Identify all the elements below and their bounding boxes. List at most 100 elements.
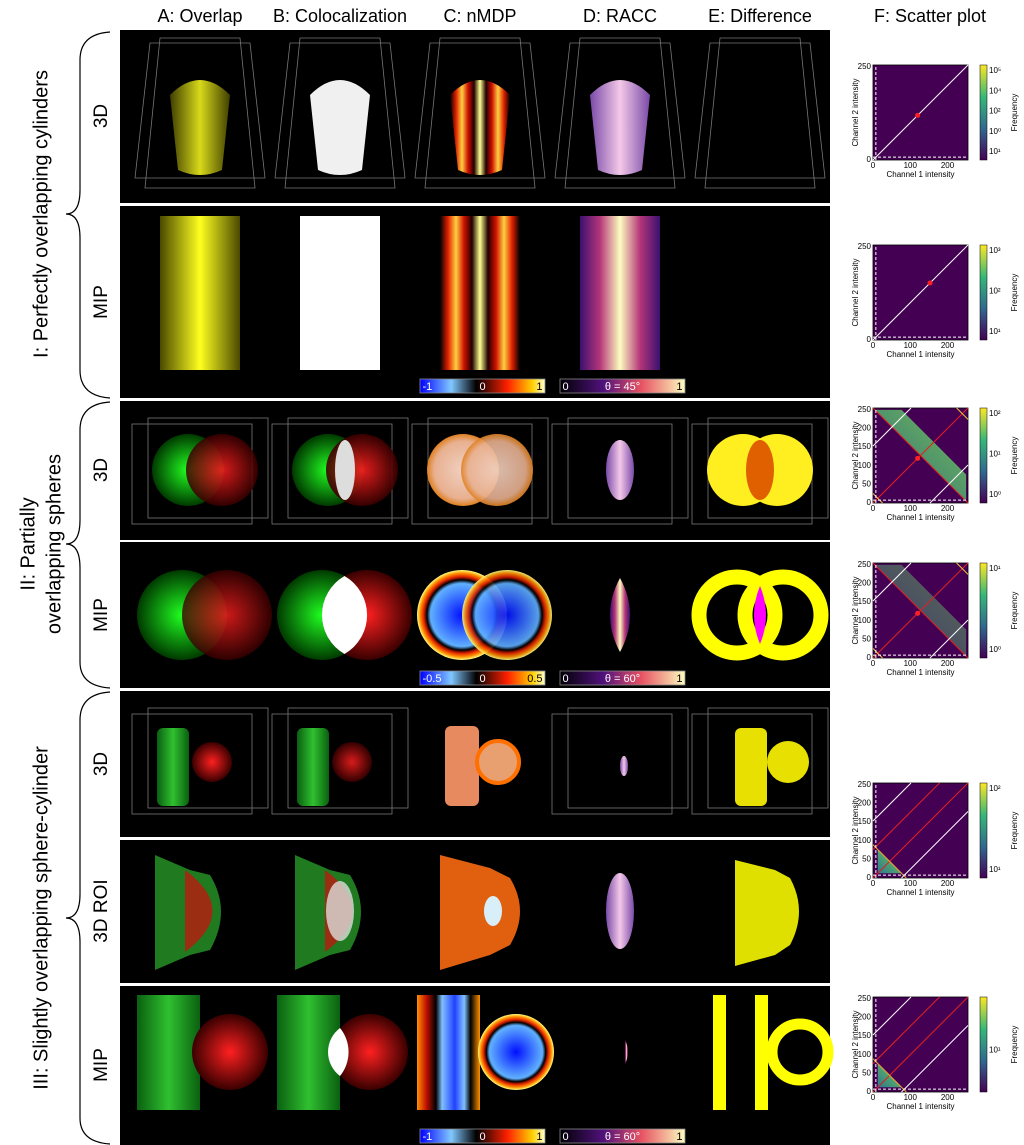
colorbar-label: 1: [676, 673, 682, 685]
section-label: II: Partially: [17, 497, 39, 590]
sphere: [192, 1014, 268, 1090]
y-tick-label: 150: [858, 817, 872, 826]
guide-line: [872, 782, 940, 850]
x-axis-label: Channel 1 intensity: [886, 170, 954, 179]
y-tick-label: 200: [858, 1013, 872, 1022]
y-tick-label: 250: [858, 560, 872, 569]
guide-line: [872, 493, 883, 504]
scatter-plot: 0 100 200 0 250 Channel 1 intensity Channel 2 …: [851, 62, 1019, 179]
colorbar-label: 1: [676, 381, 682, 393]
row-label: MIP: [91, 598, 112, 632]
lens: [610, 578, 630, 652]
row-label: MIP: [91, 285, 112, 319]
scatter-plot: 0 100 200 0 50 100 150 200 250 Channel 1 intensit…: [851, 780, 1019, 897]
x-tick-label: 200: [941, 341, 955, 350]
brace: [65, 31, 111, 399]
cylinder: [310, 80, 370, 175]
projection: [580, 216, 660, 370]
y-tick-label: 100: [858, 1050, 872, 1059]
y-tick-label: 250: [858, 242, 872, 251]
x-tick-label: 100: [904, 504, 918, 513]
colorbar-tick-label: 10¹: [989, 327, 1001, 336]
colorbar: [419, 670, 546, 686]
row-label: 3D: [91, 104, 112, 128]
y-tick-label: 200: [858, 799, 872, 808]
scatter-plot: 0 100 200 0 50 100 150 200 250 Channel 1 intensit…: [851, 560, 1019, 677]
colorbar-label: Frequency: [1010, 94, 1019, 132]
colorbar-tick-label: 10⁰: [989, 645, 1001, 654]
cylinder: [450, 80, 510, 175]
guide-line: [872, 562, 969, 659]
x-tick-label: 200: [941, 504, 955, 513]
x-tick-label: 100: [904, 1093, 918, 1102]
colorbar-label: -1: [423, 381, 433, 393]
projection: [713, 995, 726, 1110]
x-tick-label: 0: [871, 161, 876, 170]
y-tick-label: 100: [858, 616, 872, 625]
y-tick-label: 100: [858, 461, 872, 470]
overlap: [326, 881, 354, 941]
colorbar-label: Frequency: [1010, 437, 1019, 475]
colorbar-tick-label: 10⁵: [989, 66, 1001, 75]
sphere: [332, 742, 372, 782]
marker: [915, 610, 921, 616]
cylinder: [445, 726, 479, 806]
colorbar-label: 0: [479, 1131, 485, 1143]
y-tick-label: 0: [867, 498, 872, 507]
section-label: III: Slightly overlapping sphere-cylinde…: [30, 746, 52, 1090]
colorbar: [559, 1128, 686, 1144]
x-tick-label: 100: [904, 341, 918, 350]
cylinder: [157, 728, 189, 806]
colorbar-label: 0: [479, 381, 485, 393]
colorbar-tick-label: 10¹: [989, 147, 1001, 156]
roi: [440, 855, 520, 970]
guide-line: [929, 619, 969, 659]
guide-line: [872, 782, 969, 879]
projection: [160, 216, 240, 370]
guide-line: [872, 407, 969, 504]
roi: [735, 860, 799, 966]
x-tick-label: 0: [871, 879, 876, 888]
colorbar-label: θ = 60°: [605, 1131, 640, 1143]
colorbar-label: 0: [563, 381, 569, 393]
projection: [440, 216, 520, 370]
y-tick-label: 50: [862, 854, 871, 863]
x-tick-label: 200: [941, 659, 955, 668]
guide-line: [901, 1025, 969, 1093]
guide-line: [872, 562, 912, 602]
sphere: [192, 742, 232, 782]
cylinder: [590, 80, 650, 175]
colorbar-tick-label: 10⁰: [989, 490, 1001, 499]
y-axis-label: Channel 2 intensity: [851, 576, 860, 644]
column-header: D: RACC: [583, 6, 657, 26]
y-axis-label: Channel 2 intensity: [851, 796, 860, 864]
x-tick-label: 100: [904, 161, 918, 170]
colorbar-label: -1: [423, 1131, 433, 1143]
y-tick-label: 200: [858, 424, 872, 433]
colorbar: [559, 670, 686, 686]
colorbar: [419, 1128, 546, 1144]
y-tick-label: 250: [858, 994, 872, 1003]
y-tick-label: 100: [858, 836, 872, 845]
roi: [185, 870, 213, 952]
colorbar-tick-label: 10²: [989, 784, 1001, 793]
colorbar-label: 0: [563, 673, 569, 685]
row-label: 3D ROI: [91, 879, 112, 942]
colorbar-tick-label: 10²: [989, 409, 1001, 418]
row-i-mip: [160, 216, 660, 370]
guide-line: [872, 1058, 907, 1093]
scatter-plot: 0 100 200 0 50 100 150 200 250 Channel 1 intensit…: [851, 994, 1019, 1111]
row-iii-roi: [155, 855, 799, 970]
colorbar-tick-label: 10²: [989, 287, 1001, 296]
guide-line: [872, 64, 969, 161]
overlap: [754, 586, 766, 644]
scatter-plot: 0 100 200 0 50 100 150 200 250 Channel 1 intensit…: [851, 405, 1019, 522]
lens: [328, 1028, 349, 1076]
y-axis-label: Channel 2 intensity: [851, 258, 860, 326]
marker: [927, 280, 933, 286]
section-label: I: Perfectly overlapping cylinders: [30, 70, 52, 358]
brace: [65, 691, 111, 1145]
row-label: 3D: [91, 752, 112, 776]
colorbar-tick-label: 10¹: [989, 450, 1001, 459]
